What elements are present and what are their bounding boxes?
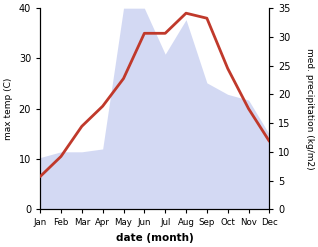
X-axis label: date (month): date (month) (116, 233, 194, 243)
Y-axis label: med. precipitation (kg/m2): med. precipitation (kg/m2) (305, 48, 314, 169)
Y-axis label: max temp (C): max temp (C) (4, 78, 13, 140)
